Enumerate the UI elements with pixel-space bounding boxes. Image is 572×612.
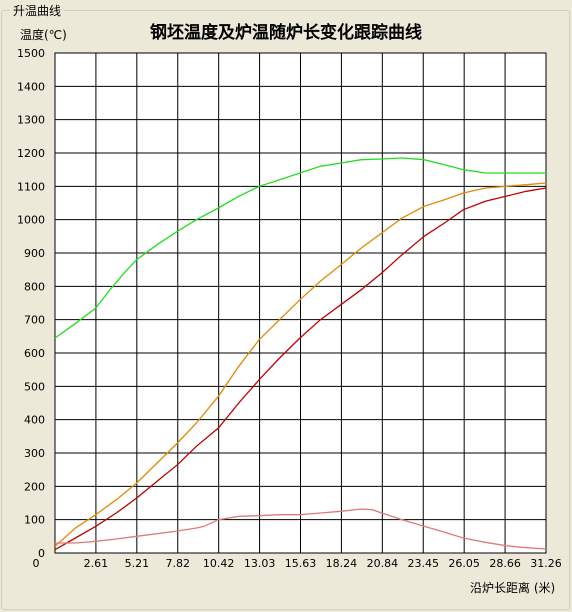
y-tick-label: 0 xyxy=(38,547,45,560)
y-tick-label: 100 xyxy=(24,514,45,527)
y-tick-label: 700 xyxy=(24,314,45,327)
x-axis-label: 沿炉长距离 (米) xyxy=(470,581,556,595)
y-tick-label: 800 xyxy=(24,280,45,293)
y-tick-label: 1200 xyxy=(17,147,45,160)
x-tick-label: 5.21 xyxy=(125,557,150,570)
groupbox-title: 升温曲线 xyxy=(10,2,65,19)
y-tick-label: 900 xyxy=(24,247,45,260)
series-line-4 xyxy=(55,508,547,550)
y-tick-label: 1500 xyxy=(17,47,45,60)
series-line-2 xyxy=(54,182,547,547)
x-tick-label: 18.24 xyxy=(326,557,358,570)
x-tick-label: 2.61 xyxy=(84,557,109,570)
y-tick-label: 600 xyxy=(24,347,45,360)
y-tick-label: 200 xyxy=(24,480,45,493)
x-tick-label: 0 xyxy=(33,557,40,570)
y-tick-label: 500 xyxy=(24,380,45,393)
x-tick-label: 28.66 xyxy=(489,557,521,570)
y-tick-label: 1300 xyxy=(17,114,45,127)
x-tick-label: 26.05 xyxy=(448,557,480,570)
x-tick-label: 20.84 xyxy=(367,557,399,570)
series-line-3 xyxy=(54,187,547,551)
x-tick-label: 13.03 xyxy=(244,557,276,570)
y-tick-label: 1000 xyxy=(17,214,45,227)
x-tick-label: 7.82 xyxy=(166,557,191,570)
chart-groupbox xyxy=(1,10,570,610)
y-axis-label: 温度(℃) xyxy=(20,28,67,42)
y-tick-label: 1100 xyxy=(17,180,45,193)
series-line-1 xyxy=(54,157,546,339)
x-tick-label: 31.26 xyxy=(530,557,562,570)
chart-title: 钢坯温度及炉温随炉长变化跟踪曲线 xyxy=(150,23,422,43)
y-tick-label: 300 xyxy=(24,447,45,460)
y-tick-label: 1400 xyxy=(17,80,45,93)
x-tick-label: 15.63 xyxy=(285,557,317,570)
x-tick-label: 23.45 xyxy=(408,557,440,570)
y-tick-label: 400 xyxy=(24,414,45,427)
x-tick-label: 10.42 xyxy=(203,557,235,570)
